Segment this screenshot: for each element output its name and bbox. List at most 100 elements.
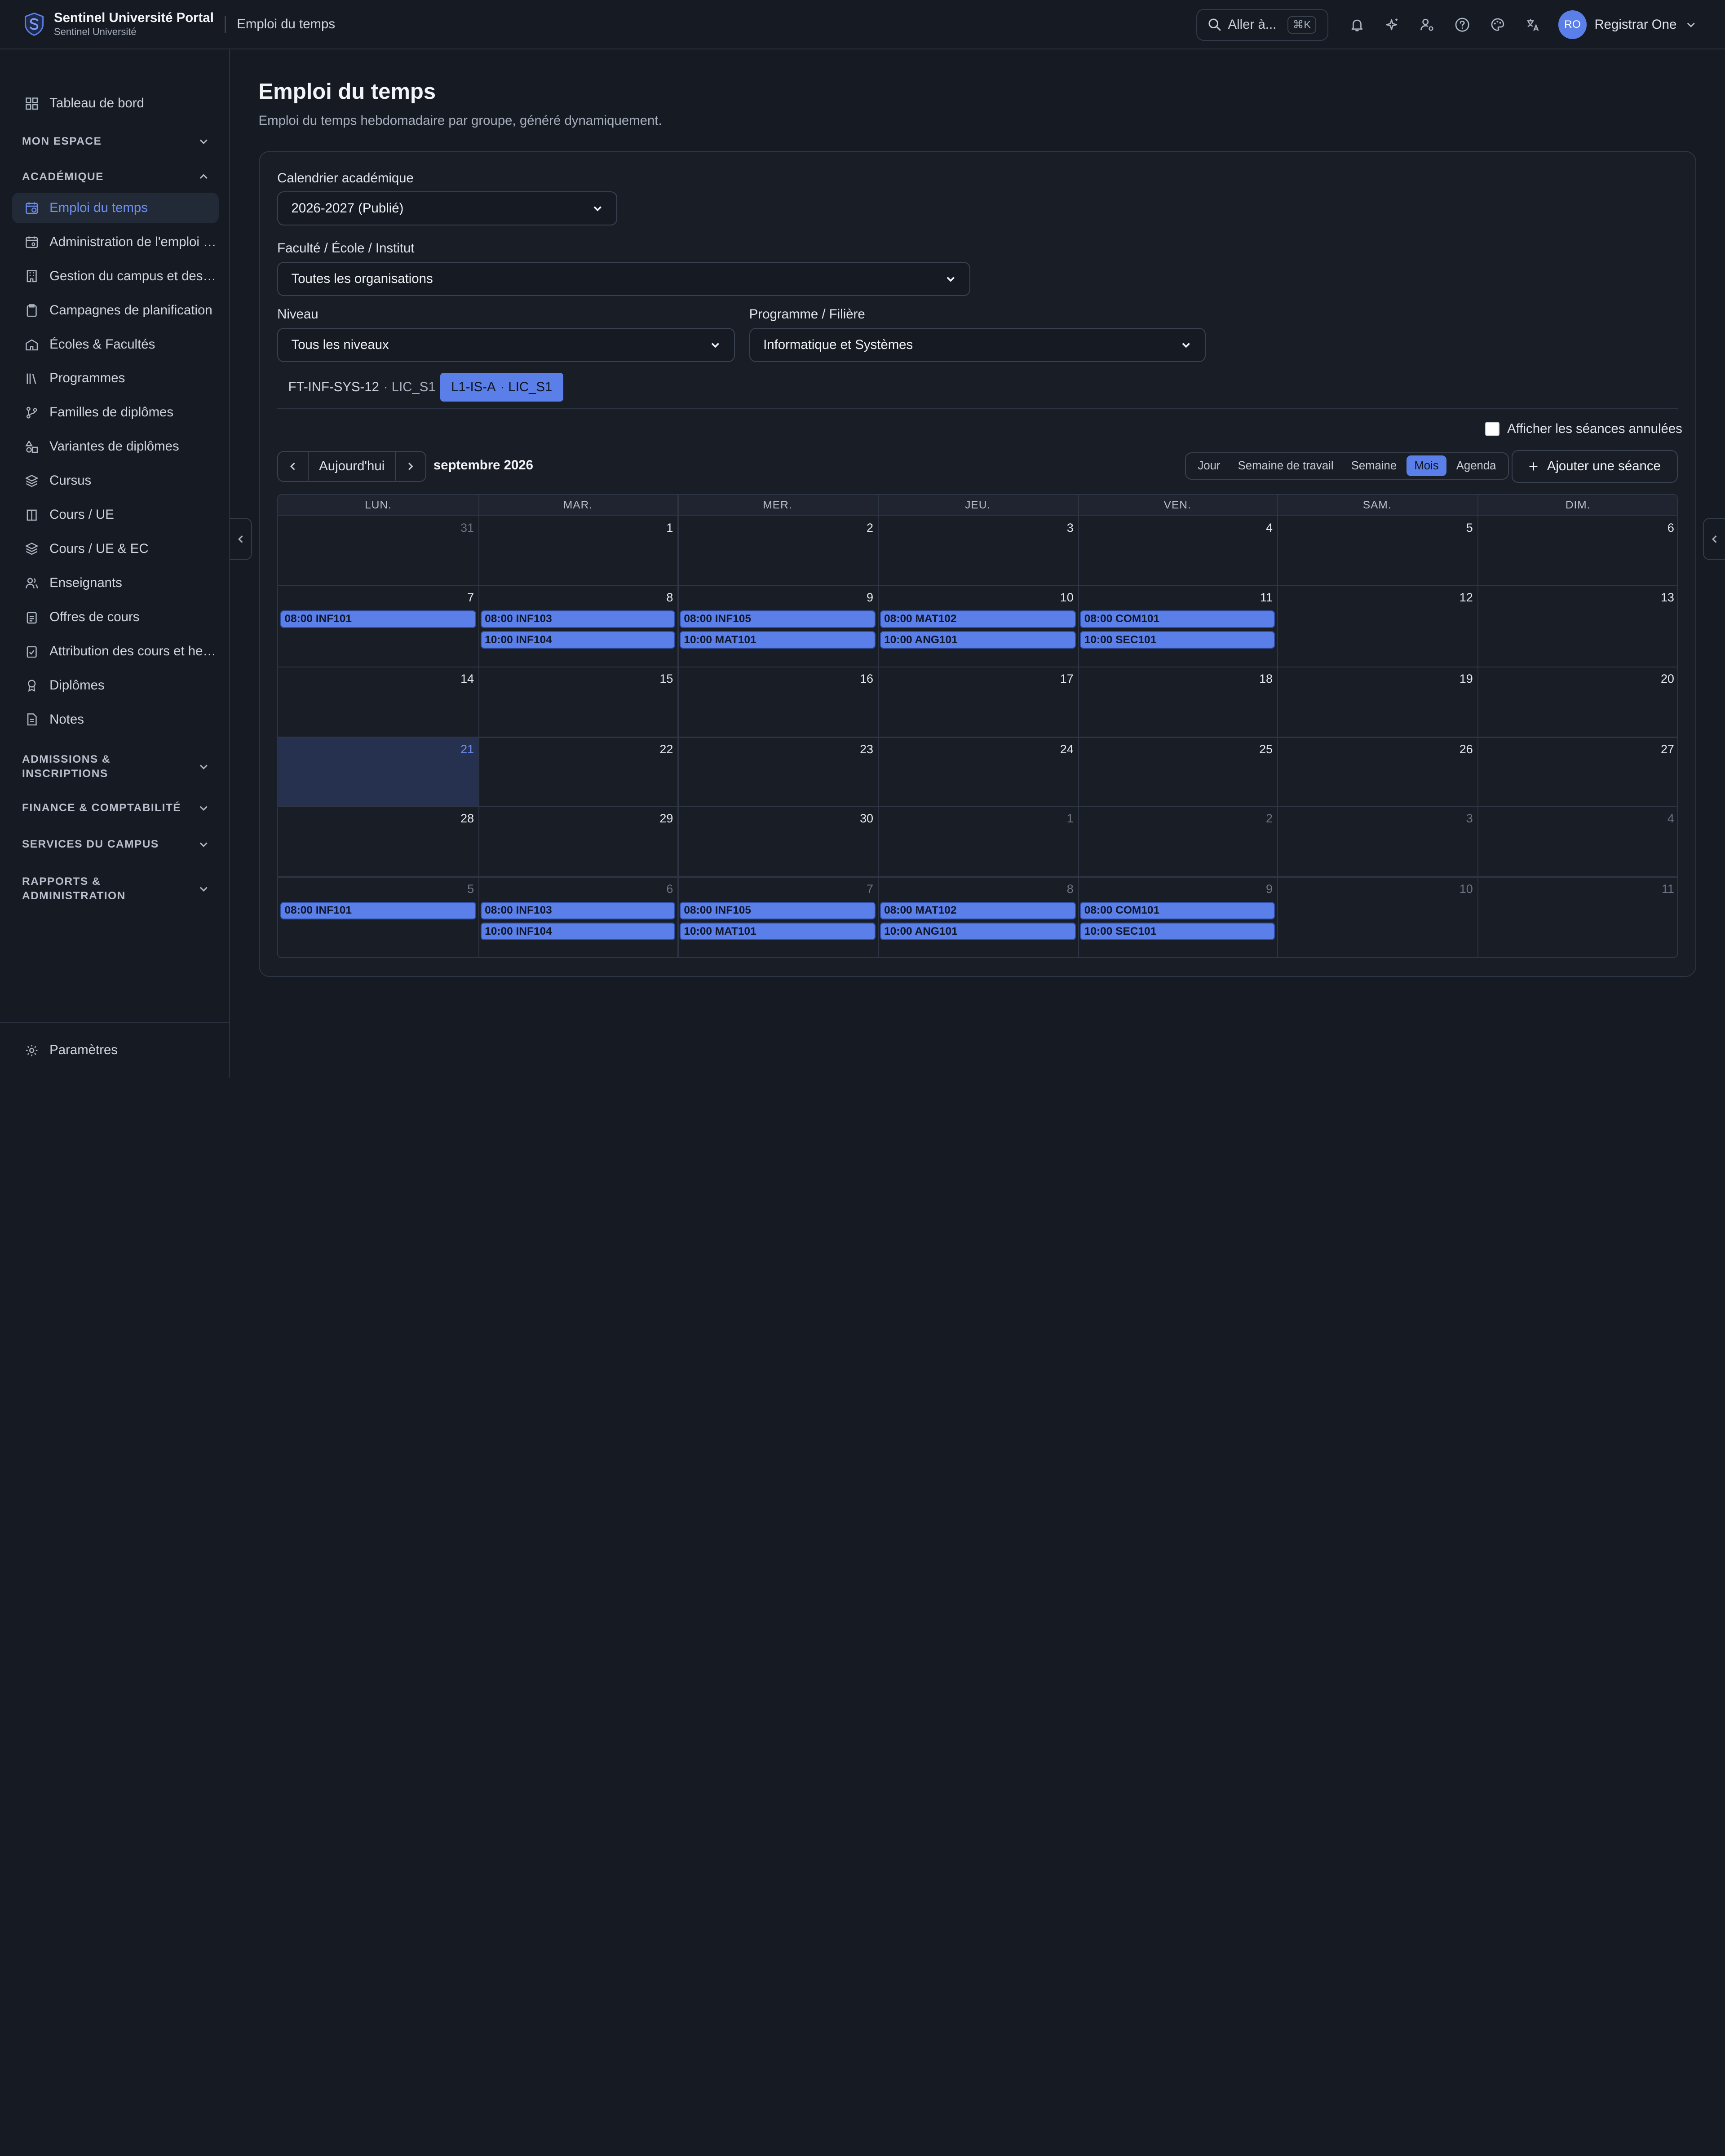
calendar-day-number[interactable]: 19: [1459, 672, 1473, 685]
calendar-day-number[interactable]: 24: [1060, 742, 1074, 756]
calendar-day-number[interactable]: 11: [1661, 882, 1674, 896]
show-cancelled-checkbox[interactable]: [1485, 422, 1499, 436]
prev-month-button[interactable]: [278, 452, 308, 481]
sidebar-item-notes[interactable]: Notes: [12, 704, 219, 735]
sidebar-group-services[interactable]: SERVICES DU CAMPUS: [22, 838, 209, 851]
open-right-panel-button[interactable]: [1703, 518, 1725, 560]
calendar-day-number[interactable]: 17: [1060, 672, 1074, 685]
sidebar-item-familles-de-diplomes[interactable]: Familles de diplômes: [12, 397, 219, 428]
calendar-event[interactable]: 10:00 MAT101: [680, 631, 876, 649]
view-mois-button[interactable]: Mois: [1407, 455, 1446, 477]
calendar-day-number[interactable]: 7: [467, 590, 474, 604]
theme-button[interactable]: [1480, 9, 1515, 41]
calendar-event[interactable]: 08:00 COM101: [1080, 610, 1275, 628]
sidebar-item-settings[interactable]: Paramètres: [12, 1035, 219, 1066]
sidebar-item-variantes-de-diplomes[interactable]: Variantes de diplômes: [12, 431, 219, 462]
view-semaine-button[interactable]: Semaine: [1351, 459, 1397, 472]
calendar-day-number[interactable]: 9: [867, 590, 874, 604]
calendar-day-number[interactable]: 10: [1060, 590, 1074, 604]
sidebar-item-ecoles-facultes[interactable]: Écoles & Facultés: [12, 329, 219, 360]
calendar-day-number[interactable]: 18: [1259, 672, 1273, 685]
sidebar-group-mon-espace[interactable]: MON ESPACE: [22, 135, 209, 148]
calendar-day-number[interactable]: 15: [659, 672, 673, 685]
calendar-day-number[interactable]: 5: [1466, 521, 1473, 535]
calendar-day-number[interactable]: 11: [1260, 590, 1273, 604]
calendar-day-number[interactable]: 14: [460, 672, 474, 685]
calendar-day-number[interactable]: 2: [1266, 811, 1273, 825]
calendar-event[interactable]: 08:00 INF103: [480, 901, 676, 919]
sidebar-item-campagnes-de-planification[interactable]: Campagnes de planification: [12, 295, 219, 326]
calendar-day-number[interactable]: 10: [1459, 882, 1473, 896]
calendar-day-number[interactable]: 1: [666, 521, 673, 535]
calendar-day-number[interactable]: 3: [1066, 521, 1074, 535]
calendar-day-number[interactable]: 23: [860, 742, 874, 756]
faculty-select[interactable]: Toutes les organisations: [277, 261, 970, 296]
sidebar-item-cours-ue-ec[interactable]: Cours / UE & EC: [12, 534, 219, 565]
user-name[interactable]: Registrar One: [1594, 17, 1677, 32]
add-session-button[interactable]: + Ajouter une séance: [1511, 450, 1678, 483]
notifications-button[interactable]: [1339, 9, 1374, 41]
calendar-event[interactable]: 08:00 INF105: [680, 610, 876, 628]
user-settings-button[interactable]: [1410, 9, 1445, 41]
calendar-day-number[interactable]: 4: [1266, 521, 1273, 535]
collapse-sidebar-button[interactable]: [230, 518, 252, 560]
calendar-event[interactable]: 08:00 COM101: [1080, 901, 1275, 919]
calendar-day-number[interactable]: 21: [460, 742, 474, 756]
sidebar-item-cursus[interactable]: Cursus: [12, 465, 219, 496]
calendar-day-number[interactable]: 29: [659, 811, 673, 825]
calendar-event[interactable]: 10:00 SEC101: [1080, 631, 1275, 649]
sidebar-item-diplomes[interactable]: Diplômes: [12, 670, 219, 701]
calendar-day-number[interactable]: 27: [1660, 742, 1674, 756]
calendar-day-number[interactable]: 12: [1459, 590, 1473, 604]
calendar-day-number[interactable]: 6: [666, 882, 673, 896]
calendar-day-number[interactable]: 25: [1259, 742, 1273, 756]
user-avatar[interactable]: RO: [1558, 10, 1587, 39]
calendar-day-number[interactable]: 8: [666, 590, 673, 604]
calendar-day-number[interactable]: 28: [460, 811, 474, 825]
help-button[interactable]: [1445, 9, 1480, 41]
calendar-day-number[interactable]: 3: [1466, 811, 1473, 825]
sidebar-item-gestion-du-campus-et-des-salles[interactable]: Gestion du campus et des salles: [12, 261, 219, 292]
level-select[interactable]: Tous les niveaux: [277, 327, 735, 362]
calendar-event[interactable]: 08:00 INF101: [280, 610, 476, 628]
calendar-select[interactable]: 2026-2027 (Publié): [277, 191, 617, 226]
calendar-event[interactable]: 08:00 INF103: [480, 610, 676, 628]
tab-ft-inf-sys-12[interactable]: FT-INF-SYS-12 · LIC_S1: [277, 373, 447, 402]
calendar-event[interactable]: 08:00 INF101: [280, 901, 476, 919]
tab-l1-is-a[interactable]: L1-IS-A · LIC_S1: [440, 373, 563, 402]
calendar-day-number[interactable]: 31: [460, 521, 474, 535]
view-jour-button[interactable]: Jour: [1198, 459, 1221, 472]
calendar-day-number[interactable]: 7: [867, 882, 874, 896]
calendar-day-number[interactable]: 2: [867, 521, 874, 535]
calendar-event[interactable]: 10:00 SEC101: [1080, 923, 1275, 941]
next-month-button[interactable]: [396, 452, 425, 481]
calendar-day-number[interactable]: 22: [659, 742, 673, 756]
today-button[interactable]: Aujourd'hui: [308, 452, 396, 481]
calendar-event[interactable]: 10:00 ANG101: [880, 923, 1076, 941]
chevron-down-icon[interactable]: [1685, 19, 1696, 30]
calendar-day-number[interactable]: 20: [1660, 672, 1674, 685]
calendar-event[interactable]: 10:00 INF104: [480, 923, 676, 941]
sidebar-item-offres-de-cours[interactable]: Offres de cours: [12, 602, 219, 633]
view-semaine-de-travail-button[interactable]: Semaine de travail: [1238, 459, 1334, 472]
sidebar-item-enseignants[interactable]: Enseignants: [12, 568, 219, 599]
sidebar-group-academique[interactable]: ACADÉMIQUE: [22, 171, 209, 183]
calendar-day-number[interactable]: 9: [1266, 882, 1273, 896]
language-button[interactable]: [1515, 9, 1550, 41]
calendar-day-number[interactable]: 26: [1459, 742, 1473, 756]
calendar-event[interactable]: 10:00 INF104: [480, 631, 676, 649]
calendar-day-number[interactable]: 1: [1066, 811, 1074, 825]
sidebar-item-dashboard[interactable]: Tableau de bord: [12, 88, 219, 119]
program-select[interactable]: Informatique et Systèmes: [749, 327, 1206, 362]
calendar-day-number[interactable]: 13: [1660, 590, 1674, 604]
calendar-day-number[interactable]: 5: [467, 882, 474, 896]
calendar-event[interactable]: 08:00 MAT102: [880, 901, 1076, 919]
calendar-event[interactable]: 10:00 ANG101: [880, 631, 1076, 649]
calendar-event[interactable]: 10:00 MAT101: [680, 923, 876, 941]
command-search-button[interactable]: Aller à... ⌘K: [1196, 9, 1328, 41]
calendar-event[interactable]: 08:00 INF105: [680, 901, 876, 919]
sidebar-group-rapports[interactable]: RAPPORTS & ADMINISTRATION: [22, 875, 209, 903]
calendar-day-number[interactable]: 4: [1667, 811, 1674, 825]
calendar-day-number[interactable]: 16: [860, 672, 874, 685]
ai-assistant-button[interactable]: [1375, 9, 1410, 41]
